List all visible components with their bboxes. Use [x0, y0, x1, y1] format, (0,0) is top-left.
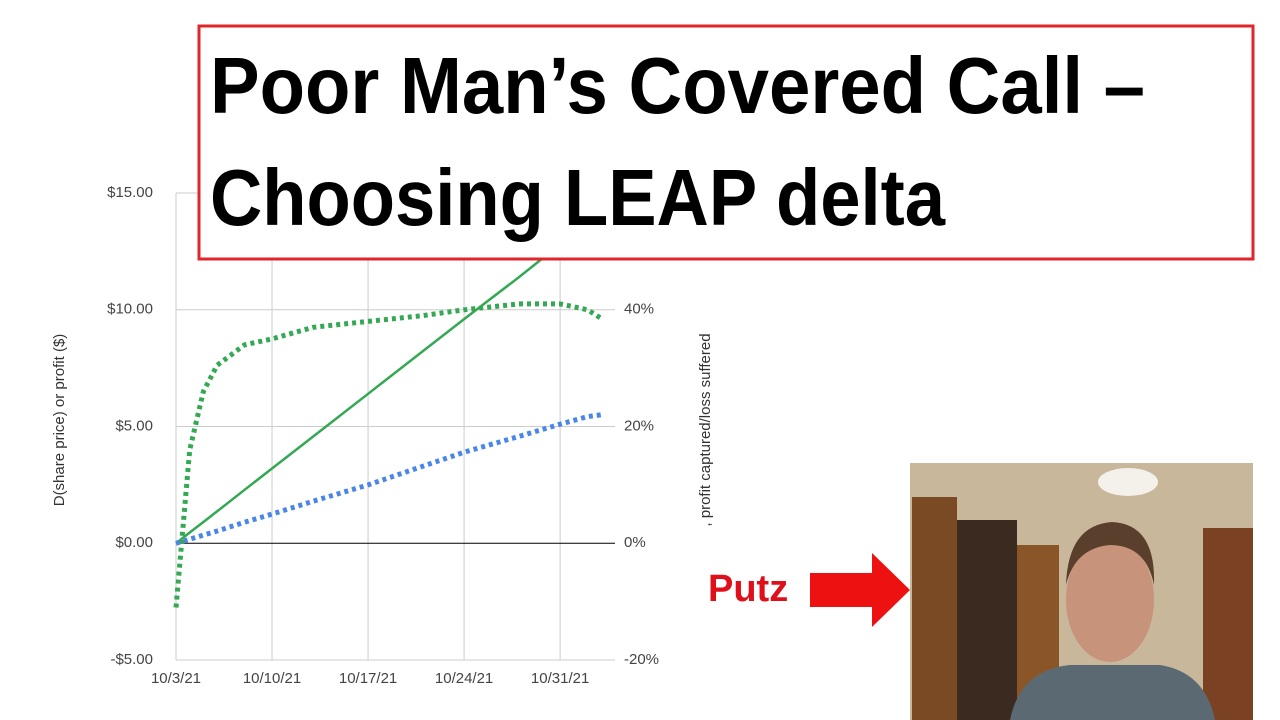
series-line — [175, 412, 602, 546]
banner-line: Choosing LEAP delta — [210, 153, 945, 242]
y-tick-label: $5.00 — [115, 417, 153, 434]
series-line — [175, 210, 603, 545]
webcam — [910, 463, 1253, 720]
y-tick-label: -$5.00 — [110, 651, 153, 668]
x-tick-label: 10/24/21 — [435, 670, 493, 687]
hair — [1066, 522, 1155, 585]
annotation-label: Putz — [708, 568, 788, 610]
x-tick-label: 10/10/21 — [243, 670, 301, 687]
lamp — [1098, 468, 1158, 496]
y2-tick-label: 40% — [624, 301, 654, 318]
y2-tick-label: 0% — [624, 534, 646, 551]
y-tick-label: $15.00 — [107, 184, 153, 201]
y-tick-label: $0.00 — [115, 534, 153, 551]
banner-box — [197, 24, 1255, 261]
y2-tick-label: -20% — [624, 651, 659, 668]
closet — [957, 520, 1017, 720]
x-tick-label: 10/31/21 — [531, 670, 589, 687]
y-tick-label: $10.00 — [107, 301, 153, 318]
y-axis-label: D(share price) or profit ($) — [51, 334, 68, 507]
y2-axis-label: , profit captured/loss suffered — [697, 333, 714, 526]
series-line — [173, 301, 603, 608]
door — [912, 497, 957, 720]
shirt — [1010, 665, 1215, 720]
x-tick-label: 10/3/21 — [151, 670, 201, 687]
door — [1203, 528, 1253, 720]
banner-line: Poor Man’s Covered Call – — [210, 41, 1145, 130]
x-tick-label: 10/17/21 — [339, 670, 397, 687]
arrow — [810, 553, 910, 627]
face — [1066, 538, 1154, 662]
y2-tick-label: 20% — [624, 417, 654, 434]
